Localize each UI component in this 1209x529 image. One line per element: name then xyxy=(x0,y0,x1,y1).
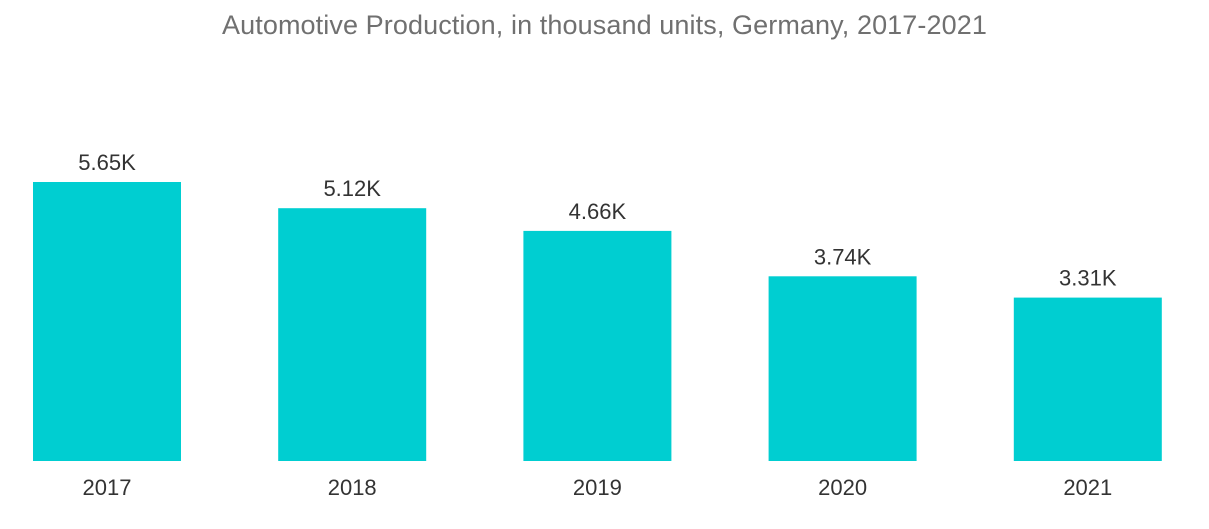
x-tick-2018: 2018 xyxy=(328,475,377,500)
bars-group xyxy=(33,182,1162,461)
data-label-2018: 5.12K xyxy=(323,176,381,201)
x-tick-2017: 2017 xyxy=(83,475,132,500)
data-label-2017: 5.65K xyxy=(78,150,136,175)
bar-2018 xyxy=(278,208,427,461)
x-tick-2019: 2019 xyxy=(573,475,622,500)
x-tick-2021: 2021 xyxy=(1063,475,1112,500)
bar-2020 xyxy=(768,276,917,461)
bar-2019 xyxy=(523,230,672,461)
data-label-2019: 4.66K xyxy=(569,199,627,224)
bar-2017 xyxy=(33,182,181,461)
x-tick-2020: 2020 xyxy=(818,475,867,500)
data-label-2020: 3.74K xyxy=(814,244,872,269)
x-axis-ticks: 2017 2018 2019 2020 2021 xyxy=(83,475,1113,500)
data-label-2021: 3.31K xyxy=(1059,266,1117,291)
chart-title: Automotive Production, in thousand units… xyxy=(222,10,987,40)
bar-2021 xyxy=(1013,297,1162,461)
bar-labels-group: 5.65K 5.12K 4.66K 3.74K 3.31K xyxy=(78,150,1117,291)
